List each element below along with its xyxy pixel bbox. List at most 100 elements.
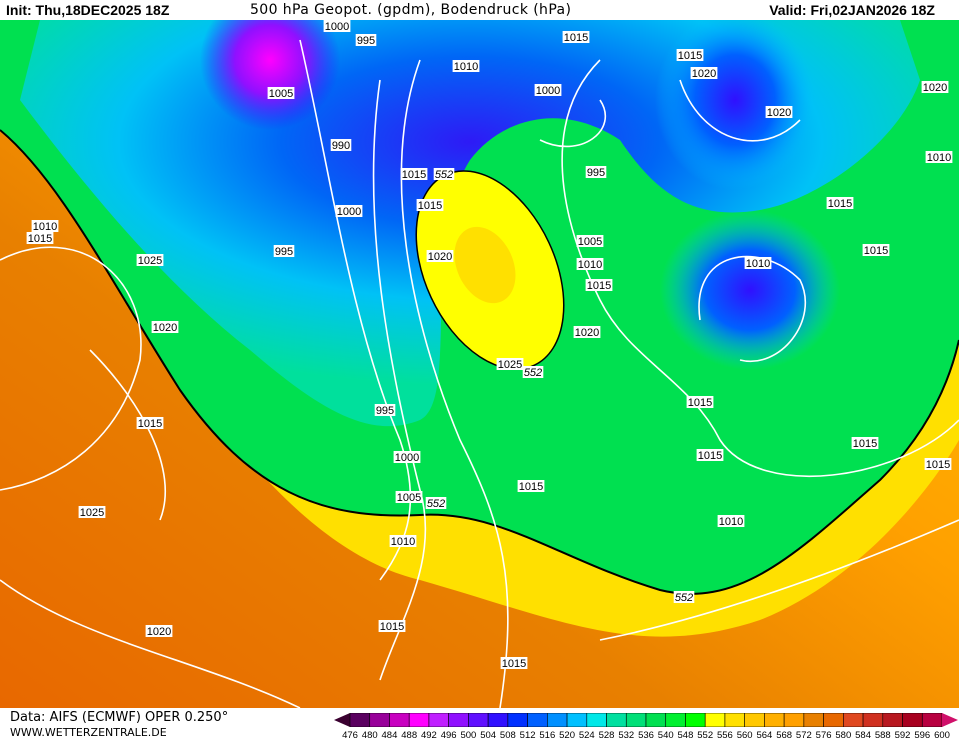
isobar-label: 995 — [587, 167, 605, 179]
legend-swatch — [704, 713, 726, 727]
legend-tick-label: 524 — [578, 730, 595, 741]
legend-swatch — [606, 713, 627, 727]
legend-swatch — [408, 713, 430, 727]
isobar-label: 1005 — [269, 88, 293, 100]
isobar-label-bg — [717, 515, 745, 527]
legend-tick-label: 572 — [795, 730, 812, 741]
legend-low-arrow — [334, 713, 350, 727]
legend-tick-label: 500 — [460, 730, 477, 741]
color-legend — [334, 713, 958, 727]
arctic-low — [655, 20, 815, 190]
legend-tick-label: 476 — [342, 730, 358, 741]
isobar-label-bg — [676, 49, 704, 61]
legend-tick-label: 548 — [677, 730, 694, 741]
isobar-label-bg — [690, 67, 718, 79]
isobar-label-bg — [862, 244, 890, 256]
legend-tick-label: 484 — [381, 730, 398, 741]
isobar-label: 1015 — [502, 658, 526, 670]
isobar-label: 995 — [275, 246, 293, 258]
isobar-label-bg — [573, 326, 601, 338]
legend-tick-label: 516 — [539, 730, 556, 741]
legend-tick-label: 488 — [401, 730, 418, 741]
isobar-label: 1015 — [926, 459, 950, 471]
legend-swatch — [665, 713, 686, 727]
legend-tick-label: 504 — [480, 730, 497, 741]
isobar-label-bg — [151, 321, 179, 333]
isobar-label-bg — [78, 506, 106, 518]
legend-swatch — [764, 713, 785, 727]
isobar-label: 1010 — [927, 152, 951, 164]
legend-swatch — [547, 713, 568, 727]
isobar-label: 1015 — [380, 621, 404, 633]
isobar-label: 1000 — [325, 21, 349, 33]
isobar-label-bg — [522, 366, 544, 378]
isobar-label-bg — [534, 84, 562, 96]
isobar-label-bg — [374, 404, 396, 416]
isobar-label: 995 — [357, 35, 375, 47]
legend-swatch — [685, 713, 706, 727]
legend-swatch — [744, 713, 765, 727]
isobar-label-bg — [426, 250, 454, 262]
isobar-label: 1020 — [923, 82, 947, 94]
legend-tick-label: 576 — [815, 730, 832, 741]
isobar-label: 1025 — [80, 507, 104, 519]
isobar-label-bg — [496, 358, 524, 370]
legend-swatch — [625, 713, 647, 727]
isobar-label: 1020 — [153, 322, 177, 334]
legend-tick-label: 496 — [440, 730, 457, 741]
isobar-label-bg — [400, 168, 428, 180]
legend-tick-label: 596 — [914, 730, 931, 741]
legend-tick-label: 568 — [776, 730, 793, 741]
isobar-label-bg — [330, 139, 352, 151]
legend-swatch — [566, 713, 588, 727]
isobar-label: 1020 — [575, 327, 599, 339]
isobar-label-bg — [585, 279, 613, 291]
isobar-label-bg — [145, 625, 173, 637]
legend-tick-label: 552 — [697, 730, 714, 741]
isobar-label-bg — [433, 168, 455, 180]
legend-tick-label: 536 — [638, 730, 654, 741]
legend-swatch — [448, 713, 469, 727]
isobar-label: 1015 — [564, 32, 588, 44]
isobar-label-bg — [744, 257, 772, 269]
isobar-label: 1020 — [767, 107, 791, 119]
valid-time: Valid: Fri,02JAN2026 18Z — [769, 2, 935, 18]
isobar-label-bg — [924, 458, 952, 470]
init-time: Init: Thu,18DEC2025 18Z — [6, 2, 170, 18]
isobar-label: 1015 — [28, 233, 52, 245]
legend-tick-label: 520 — [559, 730, 575, 741]
isobar-label: 1020 — [428, 251, 452, 263]
legend-tick-label: 540 — [657, 730, 674, 741]
isobar-label: 1010 — [719, 516, 743, 528]
isobar-label: 1015 — [418, 200, 442, 212]
legend-swatch — [349, 713, 371, 727]
isobar-label-bg — [826, 197, 854, 209]
legend-tick-label: 532 — [618, 730, 635, 741]
legend-tick-label: 600 — [934, 730, 950, 741]
isobar-label-bg — [136, 254, 164, 266]
isobar-label: 1005 — [578, 236, 602, 248]
legend-swatch — [724, 713, 745, 727]
legend-swatch — [507, 713, 528, 727]
isobar-label-bg — [425, 497, 447, 509]
isobar-label: 995 — [376, 405, 394, 417]
isobar-label: 1015 — [138, 418, 162, 430]
legend-tick-label: 512 — [519, 730, 536, 741]
isobar-label-bg — [267, 87, 295, 99]
legend-swatch — [902, 713, 923, 727]
legend-tick-label: 492 — [420, 730, 437, 741]
isobar-label-bg — [395, 491, 423, 503]
isobar-label: 1000 — [536, 85, 560, 97]
isobar-label: 1010 — [391, 536, 415, 548]
website-link[interactable]: WWW.WETTERZENTRALE.DE — [10, 726, 167, 739]
isobar-label-bg — [673, 591, 695, 603]
isobar-label: 1015 — [688, 397, 712, 409]
isobar-label-bg — [925, 151, 953, 163]
legend-ticks: 476 480 484 488 492 496 500 504 508 512 516 520 524 5… — [340, 730, 959, 741]
isobar-label-bg — [355, 34, 377, 46]
legend-swatch — [843, 713, 864, 727]
isobar-label: 1000 — [337, 206, 361, 218]
legend-swatch — [921, 713, 943, 727]
legend-swatch — [803, 713, 824, 727]
